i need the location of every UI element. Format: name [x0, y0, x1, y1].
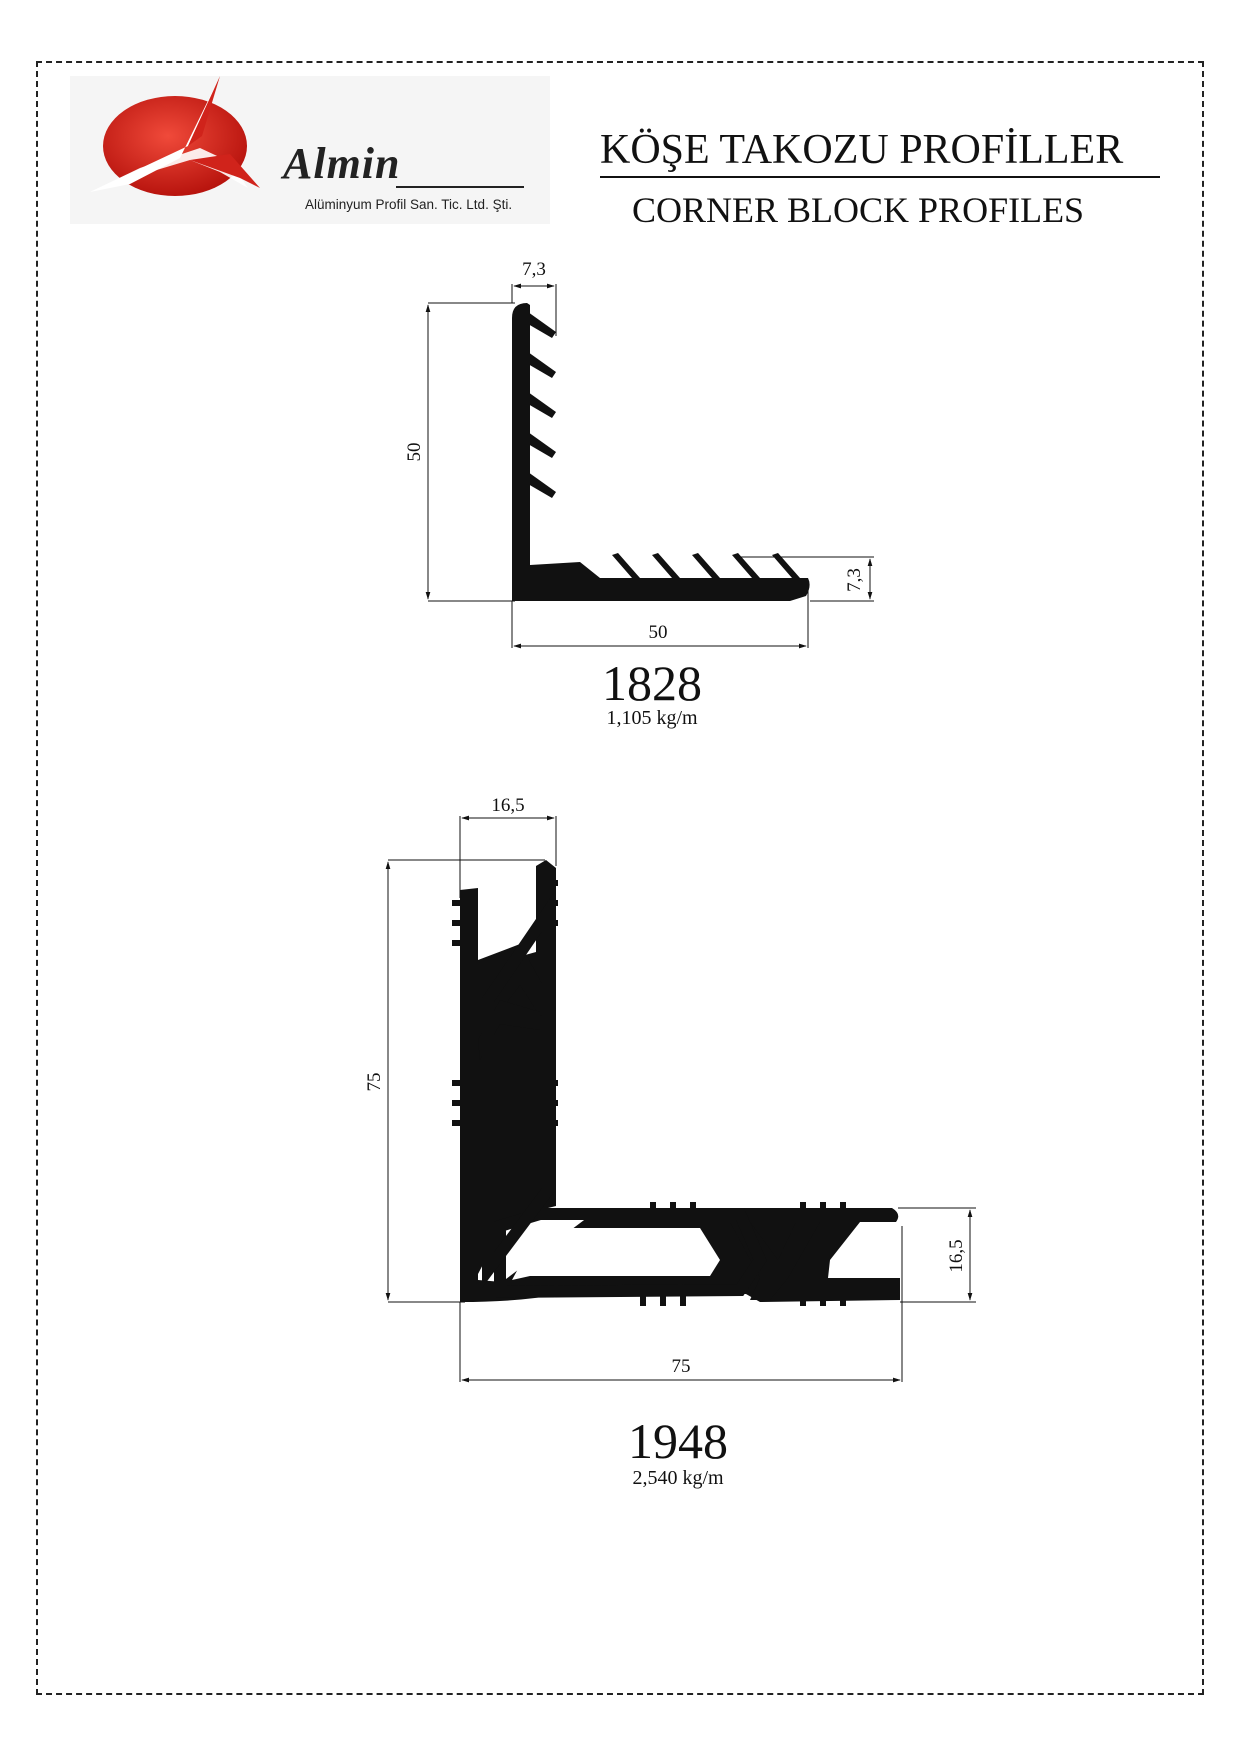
company-logo: Almin Alüminyum Profil San. Tic. Ltd. Şt… [70, 76, 550, 224]
dim-1828-leg-thickness: 7,3 [844, 568, 865, 592]
dim-1828-width: 50 [649, 622, 668, 643]
almin-logo-mark [90, 76, 260, 196]
dim-1948-top-width: 16,5 [491, 795, 524, 816]
dim-1828-height: 50 [404, 443, 425, 462]
dim-1948-leg-thickness: 16,5 [946, 1239, 967, 1272]
page-title-tr: KÖŞE TAKOZU PROFİLLER [600, 124, 1160, 178]
profile-code-1948: 1948 [628, 1413, 728, 1469]
profile-1828-drawing [425, 283, 874, 649]
dim-1948-height: 75 [364, 1073, 385, 1092]
brand-subtitle: Alüminyum Profil San. Tic. Ltd. Şti. [305, 197, 513, 212]
brand-underline [396, 186, 524, 188]
dim-1948-width: 75 [672, 1356, 691, 1377]
dim-1828-top-width: 7,3 [522, 259, 546, 280]
profile-weight-1828: 1,105 kg/m [606, 707, 698, 729]
profile-1948-drawing [385, 815, 976, 1383]
brand-name: Almin [283, 139, 401, 188]
page-border [36, 61, 1204, 1695]
profile-weight-1948: 2,540 kg/m [632, 1467, 724, 1489]
page-title-en: CORNER BLOCK PROFILES [632, 190, 1085, 230]
profile-code-1828: 1828 [602, 655, 702, 711]
